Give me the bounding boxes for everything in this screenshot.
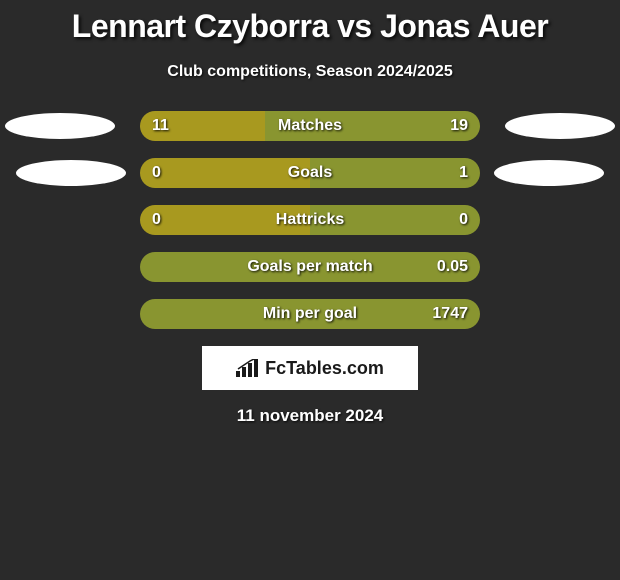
team-ellipse-left xyxy=(16,160,126,186)
stat-row: 0 Goals 1 xyxy=(0,158,620,188)
bar-segment-left xyxy=(140,158,310,188)
stat-value-left: 0 xyxy=(152,164,161,182)
logo-text: FcTables.com xyxy=(236,358,384,379)
stat-value-right: 1747 xyxy=(432,305,468,323)
team-ellipse-right xyxy=(505,113,615,139)
stat-label: Goals xyxy=(288,164,332,182)
stat-value-left: 0 xyxy=(152,211,161,229)
stat-row: Min per goal 1747 xyxy=(0,299,620,329)
stat-label: Hattricks xyxy=(276,211,344,229)
team-ellipse-right xyxy=(494,160,604,186)
stat-label: Goals per match xyxy=(247,258,372,276)
stat-row: Goals per match 0.05 xyxy=(0,252,620,282)
stat-row: 11 Matches 19 xyxy=(0,111,620,141)
stat-label: Min per goal xyxy=(263,305,357,323)
stat-value-right: 0 xyxy=(459,211,468,229)
stat-bar: Min per goal 1747 xyxy=(140,299,480,329)
logo-label: FcTables.com xyxy=(265,358,384,379)
chart-area: 11 Matches 19 0 Goals 1 0 Hattricks 0 Goals per m… xyxy=(0,111,620,329)
stat-label: Matches xyxy=(278,117,342,135)
comparison-widget: Lennart Czyborra vs Jonas Auer Club comp… xyxy=(0,0,620,426)
team-ellipse-left xyxy=(5,113,115,139)
stat-bar: 0 Hattricks 0 xyxy=(140,205,480,235)
stat-row: 0 Hattricks 0 xyxy=(0,205,620,235)
stat-bar: Goals per match 0.05 xyxy=(140,252,480,282)
stat-bar: 11 Matches 19 xyxy=(140,111,480,141)
stat-value-right: 19 xyxy=(450,117,468,135)
bar-segment-right xyxy=(310,158,480,188)
chart-icon xyxy=(236,359,260,377)
stat-value-left: 11 xyxy=(152,117,169,135)
page-subtitle: Club competitions, Season 2024/2025 xyxy=(0,63,620,81)
stat-value-right: 0.05 xyxy=(437,258,468,276)
page-title: Lennart Czyborra vs Jonas Auer xyxy=(0,8,620,45)
stat-bar: 0 Goals 1 xyxy=(140,158,480,188)
stat-value-right: 1 xyxy=(459,164,468,182)
date-text: 11 november 2024 xyxy=(0,406,620,426)
logo-box[interactable]: FcTables.com xyxy=(202,346,418,390)
